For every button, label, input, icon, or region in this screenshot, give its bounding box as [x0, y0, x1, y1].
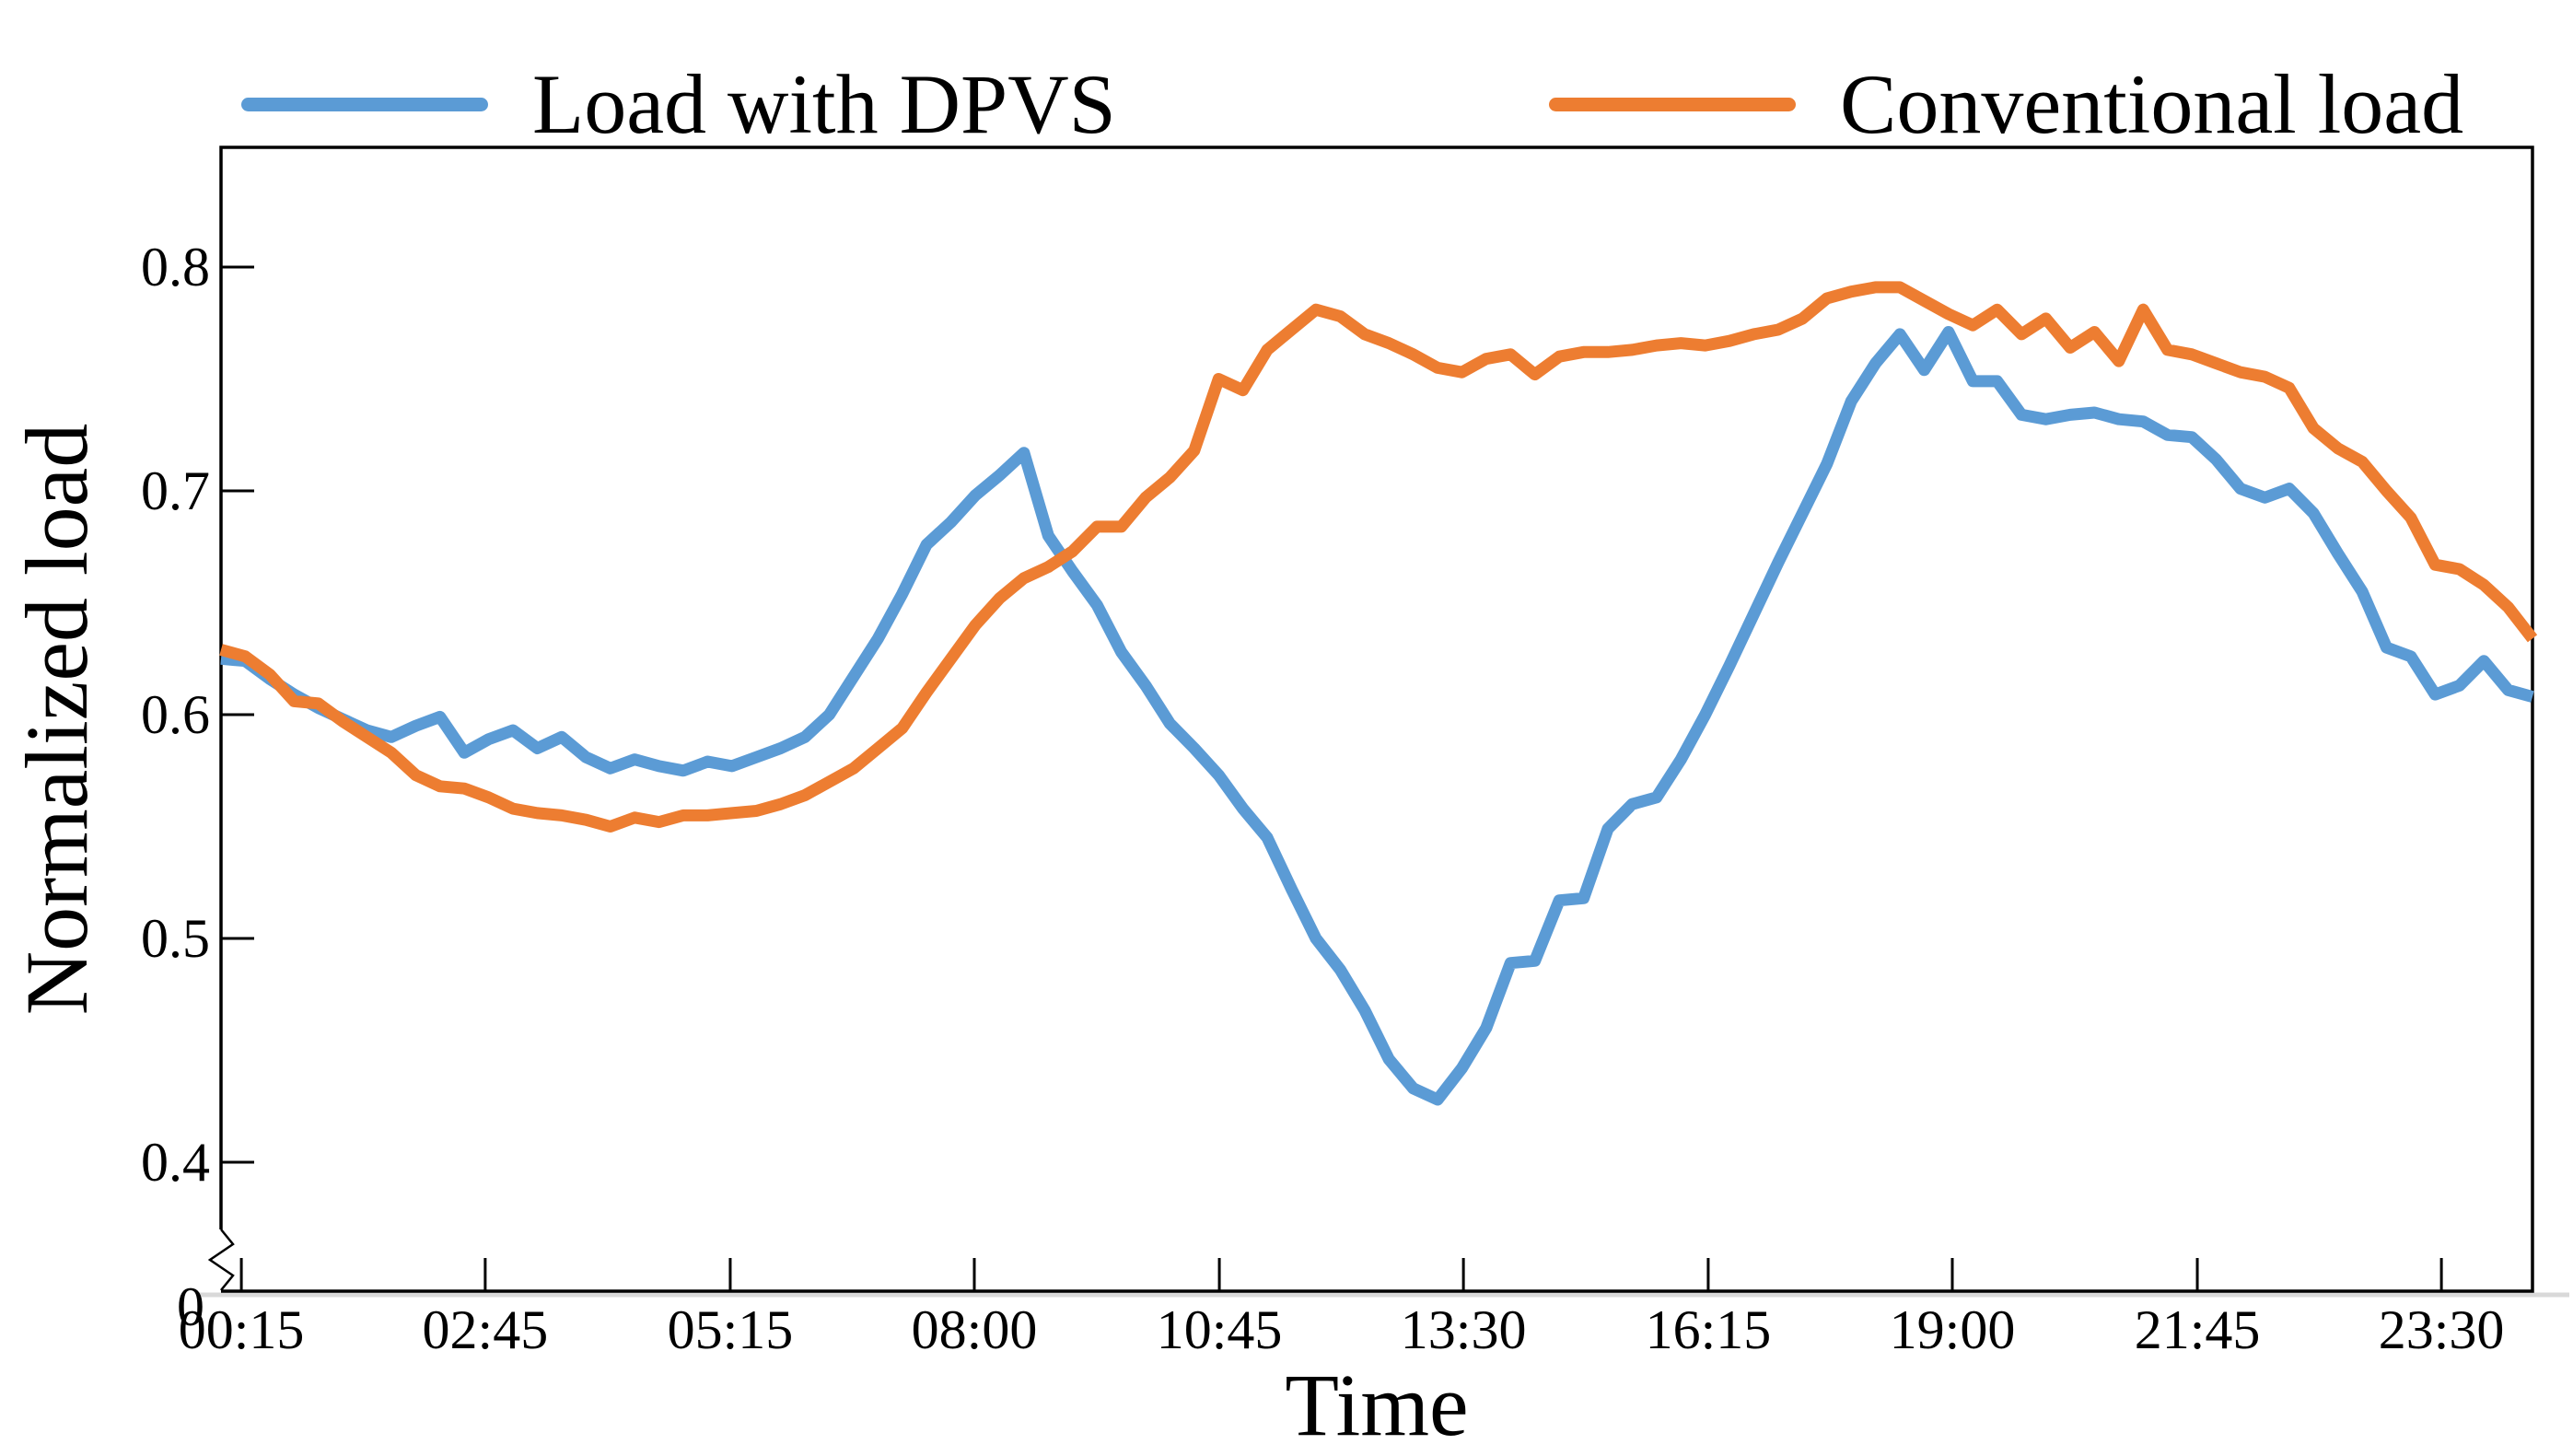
- plot-box-border: [219, 146, 2534, 1293]
- y-tick-label: 0.7: [141, 460, 210, 521]
- y-axis-title: Normalized load: [7, 423, 106, 1016]
- legend-label: Conventional load: [1840, 57, 2464, 151]
- x-tick-label: 02:45: [422, 1299, 549, 1360]
- series-line-load-with-dpvs: [220, 326, 2534, 1106]
- legend-line-swatch: [241, 97, 488, 111]
- y-tick-label: 0.8: [141, 237, 210, 297]
- y-origin-label: 0: [177, 1276, 204, 1337]
- x-tick-label: 21:45: [2134, 1299, 2261, 1360]
- y-tick-label: 0.4: [141, 1132, 210, 1193]
- x-tick-label: 00:15: [178, 1299, 305, 1360]
- y-tick-label: 0.6: [141, 684, 210, 745]
- legend-item: Conventional load: [1549, 44, 2463, 164]
- legend-line-swatch: [1549, 97, 1796, 111]
- x-tick-label: 05:15: [667, 1299, 794, 1360]
- x-tick-label: 08:00: [911, 1299, 1038, 1360]
- legend-label: Load with DPVS: [532, 57, 1116, 151]
- series-lines: [219, 281, 2538, 1106]
- series-line-conventional-load: [219, 281, 2538, 833]
- x-tick-label: 10:45: [1156, 1299, 1283, 1360]
- x-tick-label: 13:30: [1400, 1299, 1527, 1360]
- y-axis-break-icon: [207, 1229, 235, 1291]
- x-tick-label: 16:15: [1645, 1299, 1772, 1360]
- y-tick-label: 0.5: [141, 908, 210, 969]
- x-axis-title: Time: [1285, 1356, 1469, 1454]
- x-tick-label: 23:30: [2378, 1299, 2505, 1360]
- tick-marks: [221, 265, 2443, 1291]
- legend-item: Load with DPVS: [241, 44, 1116, 164]
- x-tick-label: 19:00: [1889, 1299, 2016, 1360]
